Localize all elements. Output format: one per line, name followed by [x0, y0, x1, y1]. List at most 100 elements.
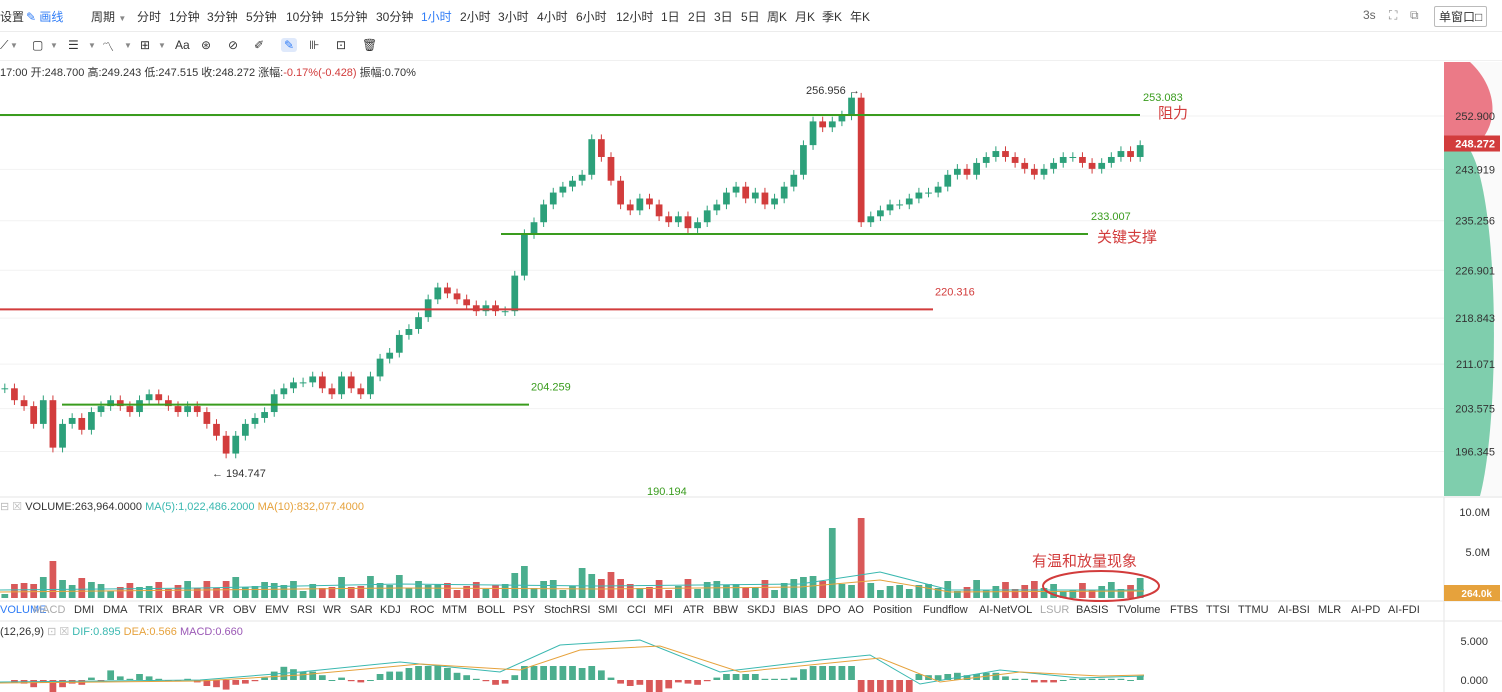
- interval-1[interactable]: 分时: [137, 10, 162, 24]
- tab-trix[interactable]: TRIX: [138, 604, 164, 616]
- chevron-down-icon[interactable]: ▼: [10, 41, 18, 50]
- macd-bar: [492, 680, 499, 685]
- tab-psy[interactable]: PSY: [513, 604, 536, 616]
- candle-body: [405, 328, 413, 335]
- tab-mtm[interactable]: MTM: [442, 604, 468, 616]
- tab-ttsi[interactable]: TTSI: [1206, 604, 1230, 616]
- text-tool-icon[interactable]: Aa: [175, 38, 190, 52]
- volume-bar: [184, 581, 191, 598]
- chevron-down-icon[interactable]: ▼: [50, 41, 58, 50]
- tab-roc[interactable]: ROC: [410, 604, 435, 616]
- tab-mlr[interactable]: MLR: [1318, 604, 1342, 616]
- macd-bar: [1079, 678, 1086, 680]
- tab-smi[interactable]: SMI: [598, 604, 618, 616]
- tab-basis[interactable]: BASIS: [1076, 604, 1109, 616]
- tab-obv[interactable]: OBV: [233, 604, 257, 616]
- tab-macd[interactable]: MACD: [33, 604, 66, 616]
- tab-tvolume[interactable]: TVolume: [1117, 604, 1161, 616]
- tab-skdj[interactable]: SKDJ: [747, 604, 776, 616]
- interval-17[interactable]: 5日: [741, 10, 760, 24]
- tab-ai-fdi[interactable]: AI-FDI: [1388, 604, 1420, 616]
- tab-ao[interactable]: AO: [848, 604, 864, 616]
- draw-button[interactable]: ✎ 画线: [26, 8, 63, 25]
- line-tool-icon[interactable]: ⟋: [0, 38, 9, 52]
- popout-icon[interactable]: ⧉: [1410, 8, 1419, 22]
- parallel-lines-icon[interactable]: ☰: [68, 38, 79, 52]
- tab-rsi[interactable]: RSI: [297, 604, 316, 616]
- tab-ai-netvol[interactable]: AI-NetVOL: [979, 604, 1033, 616]
- rectangle-tool-icon[interactable]: ▢: [32, 38, 44, 52]
- grid-tool-icon[interactable]: ⊞: [140, 38, 151, 52]
- chevron-down-icon[interactable]: ▼: [124, 41, 132, 50]
- macd-bar: [501, 680, 509, 684]
- interval-16[interactable]: 3日: [714, 10, 733, 24]
- interval-14[interactable]: 1日: [661, 10, 680, 24]
- interval-3[interactable]: 3分钟: [207, 10, 238, 24]
- tab-bbw[interactable]: BBW: [713, 604, 739, 616]
- interval-4[interactable]: 5分钟: [246, 10, 277, 24]
- tab-cci[interactable]: CCI: [627, 604, 646, 616]
- interval-21[interactable]: 年K: [850, 10, 871, 24]
- interval-10[interactable]: 3小时: [498, 10, 529, 24]
- tab-ftbs[interactable]: FTBS: [1170, 604, 1199, 616]
- settings-button[interactable]: 设置: [0, 10, 25, 24]
- interval-7[interactable]: 30分钟: [376, 10, 414, 24]
- interval-11[interactable]: 4小时: [537, 10, 568, 24]
- interval-2[interactable]: 1分钟: [169, 10, 200, 24]
- interval-18[interactable]: 周K: [767, 10, 788, 24]
- interval-12[interactable]: 6小时: [576, 10, 607, 24]
- interval-5[interactable]: 10分钟: [286, 10, 324, 24]
- interval-15[interactable]: 2日: [688, 10, 707, 24]
- tab-brar[interactable]: BRAR: [172, 604, 203, 616]
- chevron-down-icon[interactable]: ▼: [88, 41, 96, 50]
- tab-ttmu[interactable]: TTMU: [1238, 604, 1269, 616]
- volume-bar: [867, 583, 875, 598]
- tab-ai-bsi[interactable]: AI-BSI: [1278, 604, 1310, 616]
- macd-bar: [944, 674, 952, 680]
- tab-mfi[interactable]: MFI: [654, 604, 673, 616]
- tab-position[interactable]: Position: [873, 604, 913, 616]
- tab-volume[interactable]: VOLUME: [0, 604, 47, 616]
- tab-bias[interactable]: BIAS: [783, 604, 809, 616]
- tab-kdj[interactable]: KDJ: [380, 604, 401, 616]
- candle-body: [1069, 156, 1077, 158]
- lock-icon[interactable]: ⊡: [336, 38, 347, 52]
- chevron-down-icon[interactable]: ▼: [158, 41, 166, 50]
- tab-ai-pd[interactable]: AI-PD: [1351, 604, 1381, 616]
- refresh-rate[interactable]: 3s: [1363, 8, 1376, 22]
- interval-20[interactable]: 季K: [822, 10, 843, 24]
- interval-13[interactable]: 12小时: [616, 10, 654, 24]
- fullscreen-icon[interactable]: ⛶: [1389, 8, 1398, 22]
- tab-stochrsi[interactable]: StochRSI: [544, 604, 591, 616]
- tab-fundflow[interactable]: Fundflow: [923, 604, 968, 616]
- measure-icon[interactable]: ⊪: [309, 38, 320, 52]
- period-dropdown[interactable]: 周期 ▼: [91, 8, 126, 25]
- tab-vr[interactable]: VR: [209, 604, 225, 616]
- settings-icon[interactable]: ⊡ ☒: [47, 626, 70, 638]
- trash-icon[interactable]: 🗑: [362, 38, 378, 52]
- tab-dpo[interactable]: DPO: [817, 604, 841, 616]
- interval-9[interactable]: 2小时: [460, 10, 491, 24]
- tab-wr[interactable]: WR: [323, 604, 342, 616]
- tab-boll[interactable]: BOLL: [477, 604, 506, 616]
- brush-tool-icon[interactable]: ✎: [281, 38, 298, 52]
- tab-dmi[interactable]: DMI: [74, 604, 95, 616]
- wave-tool-icon[interactable]: 〽: [102, 40, 115, 54]
- tab-atr[interactable]: ATR: [683, 604, 705, 616]
- tab-lsur[interactable]: LSUR: [1040, 604, 1070, 616]
- interval-8[interactable]: 1小时: [421, 10, 452, 24]
- pattern-tool-icon[interactable]: ⊛: [201, 38, 212, 52]
- interval-6[interactable]: 15分钟: [330, 10, 368, 24]
- ruler-icon[interactable]: ✐: [254, 38, 265, 52]
- interval-19[interactable]: 月K: [795, 10, 816, 24]
- window-mode-dropdown[interactable]: 单窗口□: [1434, 6, 1488, 27]
- magnet-icon[interactable]: ⊘: [228, 38, 239, 52]
- y-tick-label: 218.843: [1455, 313, 1495, 325]
- tab-emv[interactable]: EMV: [265, 604, 289, 616]
- collapse-icon[interactable]: ⊟ ☒: [0, 501, 23, 513]
- tab-dma[interactable]: DMA: [103, 604, 128, 616]
- candle-body: [1117, 151, 1125, 157]
- tab-sar[interactable]: SAR: [350, 604, 373, 616]
- macd-bar: [1127, 680, 1134, 681]
